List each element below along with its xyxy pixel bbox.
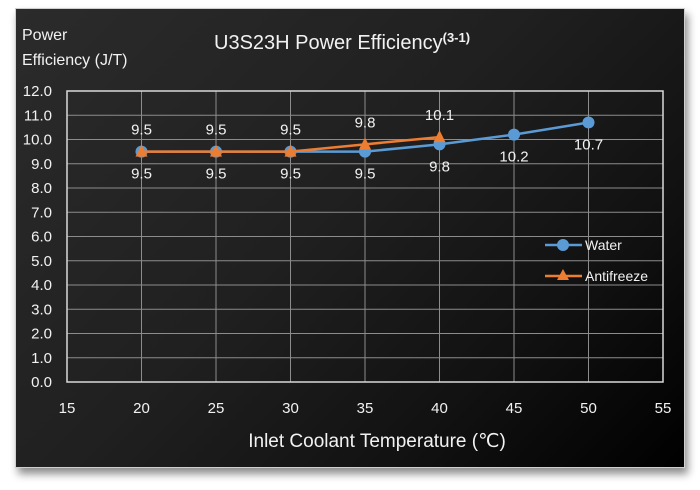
y-tick-label: 5.0 bbox=[31, 253, 52, 270]
x-tick-label: 35 bbox=[357, 400, 374, 417]
legend-item-water: Water bbox=[545, 237, 622, 253]
data-label: 10.7 bbox=[574, 137, 603, 154]
y-tick-label: 11.0 bbox=[24, 107, 52, 124]
x-tick-label: 25 bbox=[208, 400, 225, 417]
data-label: 9.8 bbox=[355, 114, 376, 131]
chart-title: U3S23H Power Efficiency(3-1) bbox=[214, 30, 470, 54]
y-tick-label: 0.0 bbox=[31, 374, 52, 391]
y-axis-ticks: 0.0 1.0 2.0 3.0 4.0 5.0 6.0 7.0 8.0 9.0 10.0 11.0 12… bbox=[23, 83, 52, 391]
data-label: 9.8 bbox=[429, 158, 450, 175]
x-tick-label: 30 bbox=[282, 400, 299, 417]
y-tick-label: 1.0 bbox=[31, 350, 52, 367]
data-label: 9.5 bbox=[131, 122, 152, 139]
x-tick-label: 20 bbox=[133, 400, 150, 417]
chart-title-superscript: (3-1) bbox=[443, 30, 470, 45]
legend-label: Antifreeze bbox=[585, 268, 648, 284]
chart-frame bbox=[15, 8, 685, 468]
y-tick-label: 2.0 bbox=[31, 326, 52, 343]
grid bbox=[66, 90, 664, 383]
legend: Water Antifreeze bbox=[545, 237, 648, 284]
triangle-marker-icon bbox=[557, 269, 569, 280]
triangle-marker-icon bbox=[135, 144, 148, 157]
data-label: 9.5 bbox=[206, 122, 227, 139]
data-label: 9.5 bbox=[355, 166, 376, 183]
data-label: 9.5 bbox=[131, 166, 152, 183]
legend-item-antifreeze: Antifreeze bbox=[545, 268, 648, 284]
y-tick-label: 9.0 bbox=[31, 156, 52, 173]
y-tick-label: 8.0 bbox=[31, 180, 52, 197]
triangle-marker-icon bbox=[284, 144, 297, 157]
legend-label: Water bbox=[585, 237, 622, 253]
y-tick-label: 7.0 bbox=[31, 204, 52, 221]
y-axis-label-line1: Power bbox=[22, 27, 68, 44]
triangle-marker-icon bbox=[433, 130, 446, 143]
chart-title-main: U3S23H Power Efficiency bbox=[214, 32, 443, 54]
plot-area-border bbox=[66, 90, 664, 383]
series-antifreeze: 9.5 9.5 9.5 9.8 10.1 bbox=[131, 107, 454, 157]
x-axis-ticks: 15 20 25 30 35 40 45 50 55 bbox=[59, 400, 672, 417]
series-layer: 9.5 9.5 9.5 9.5 9.8 10.2 10.7 9.5 9.5 9.5 9.8 10.1 bbox=[131, 107, 603, 183]
x-tick-label: 40 bbox=[431, 400, 448, 417]
y-tick-label: 12.0 bbox=[23, 83, 52, 100]
data-label: 10.1 bbox=[425, 107, 454, 124]
data-label: 10.2 bbox=[499, 149, 528, 166]
y-tick-label: 10.0 bbox=[23, 132, 52, 149]
x-tick-label: 45 bbox=[506, 400, 523, 417]
x-tick-label: 15 bbox=[59, 400, 76, 417]
circle-marker-icon bbox=[508, 128, 520, 141]
triangle-marker-icon bbox=[359, 137, 371, 150]
circle-marker-icon bbox=[557, 239, 569, 251]
triangle-marker-icon bbox=[210, 144, 222, 157]
circle-marker-icon bbox=[582, 116, 595, 129]
data-label: 9.5 bbox=[280, 122, 301, 139]
data-label: 9.5 bbox=[280, 166, 301, 183]
x-tick-label: 50 bbox=[580, 400, 597, 417]
y-tick-label: 6.0 bbox=[31, 229, 52, 246]
y-tick-label: 4.0 bbox=[31, 277, 52, 294]
data-label: 9.5 bbox=[206, 166, 227, 183]
x-axis-label: Inlet Coolant Temperature (℃) bbox=[248, 431, 506, 452]
x-tick-label: 55 bbox=[655, 400, 672, 417]
y-axis-label-line2: Efficiency (J/T) bbox=[22, 52, 128, 69]
y-tick-label: 3.0 bbox=[31, 301, 52, 318]
